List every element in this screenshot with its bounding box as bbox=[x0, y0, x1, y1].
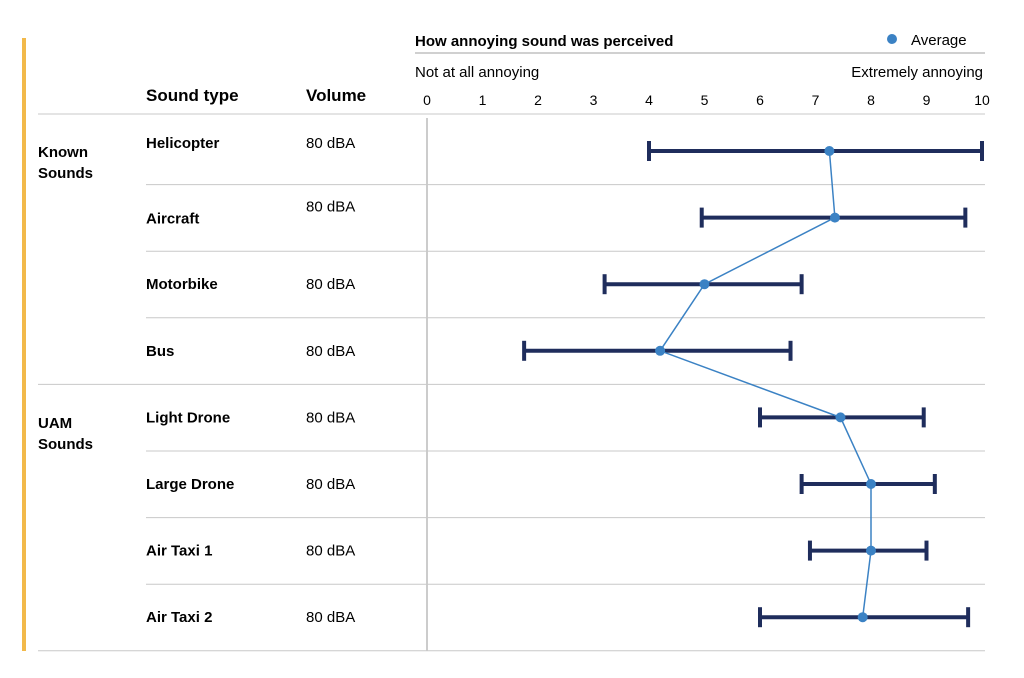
average-point bbox=[655, 345, 666, 356]
row-volume: 80 dBA bbox=[306, 609, 355, 626]
legend-label: Average bbox=[911, 32, 967, 49]
x-tick-label: 0 bbox=[423, 92, 431, 108]
average-point bbox=[835, 412, 846, 423]
x-tick-label: 1 bbox=[479, 92, 487, 108]
accent-bar bbox=[22, 38, 26, 651]
row-sound-type: Bus bbox=[146, 343, 174, 360]
x-tick-label: 5 bbox=[701, 92, 709, 108]
average-point bbox=[824, 146, 835, 156]
row-volume: 80 dBA bbox=[306, 543, 355, 560]
chart-title: How annoying sound was perceived bbox=[415, 33, 673, 50]
row-volume: 80 dBA bbox=[306, 199, 355, 216]
average-point bbox=[866, 545, 876, 556]
scale-high-label: Extremely annoying bbox=[851, 64, 983, 81]
average-point bbox=[857, 612, 868, 623]
row-volume: 80 dBA bbox=[306, 135, 355, 152]
x-tick-label: 8 bbox=[867, 92, 875, 108]
row-sound-type: Helicopter bbox=[146, 135, 220, 152]
group-label-known-line1: Known bbox=[38, 144, 88, 161]
column-header-sound-type: Sound type bbox=[146, 86, 239, 105]
x-tick-label: 3 bbox=[590, 92, 598, 108]
average-point bbox=[829, 212, 840, 223]
row-sound-type: Air Taxi 1 bbox=[146, 543, 212, 560]
x-tick-label: 2 bbox=[534, 92, 542, 108]
row-volume: 80 dBA bbox=[306, 276, 355, 293]
row-sound-type: Aircraft bbox=[146, 211, 199, 228]
group-label-uam: UAM Sounds bbox=[38, 415, 93, 453]
x-tick-label: 10 bbox=[974, 92, 990, 108]
group-label-uam-line1: UAM bbox=[38, 415, 72, 432]
average-point bbox=[699, 279, 710, 290]
group-label-uam-line2: Sounds bbox=[38, 436, 93, 453]
column-header-volume: Volume bbox=[306, 86, 366, 105]
average-point bbox=[866, 479, 876, 489]
average-connector-line bbox=[658, 150, 872, 618]
row-volume: 80 dBA bbox=[306, 343, 355, 360]
x-tick-label: 7 bbox=[812, 92, 820, 108]
row-sound-type: Light Drone bbox=[146, 409, 230, 426]
row-volume: 80 dBA bbox=[306, 409, 355, 426]
row-sound-type: Large Drone bbox=[146, 476, 234, 493]
row-sound-type: Motorbike bbox=[146, 276, 218, 293]
x-tick-label: 4 bbox=[645, 92, 653, 108]
group-label-known-line2: Sounds bbox=[38, 165, 93, 182]
row-volume: 80 dBA bbox=[306, 476, 355, 493]
legend-marker bbox=[887, 34, 897, 44]
scale-low-label: Not at all annoying bbox=[415, 64, 539, 81]
x-tick-label: 6 bbox=[756, 92, 764, 108]
group-label-known: Known Sounds bbox=[38, 144, 93, 182]
row-sound-type: Air Taxi 2 bbox=[146, 609, 212, 626]
x-tick-label: 9 bbox=[923, 92, 931, 108]
